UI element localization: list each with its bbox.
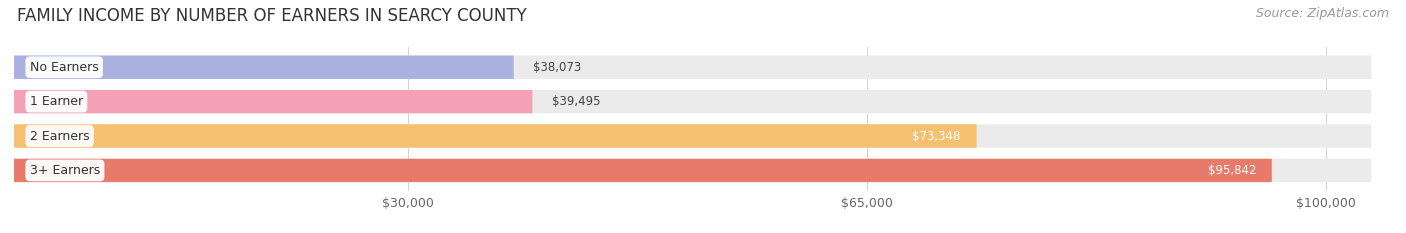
Text: 1 Earner: 1 Earner (30, 95, 83, 108)
FancyBboxPatch shape (14, 90, 533, 113)
Text: $95,842: $95,842 (1208, 164, 1256, 177)
FancyBboxPatch shape (14, 124, 1371, 148)
Text: 2 Earners: 2 Earners (30, 130, 90, 143)
Text: $73,348: $73,348 (912, 130, 960, 143)
Text: $39,495: $39,495 (553, 95, 600, 108)
FancyBboxPatch shape (14, 90, 1371, 113)
Text: 3+ Earners: 3+ Earners (30, 164, 100, 177)
FancyBboxPatch shape (14, 55, 513, 79)
FancyBboxPatch shape (14, 124, 977, 148)
FancyBboxPatch shape (14, 55, 1371, 79)
Text: FAMILY INCOME BY NUMBER OF EARNERS IN SEARCY COUNTY: FAMILY INCOME BY NUMBER OF EARNERS IN SE… (17, 7, 527, 25)
FancyBboxPatch shape (14, 159, 1272, 182)
Text: Source: ZipAtlas.com: Source: ZipAtlas.com (1256, 7, 1389, 20)
Text: No Earners: No Earners (30, 61, 98, 74)
Text: $38,073: $38,073 (533, 61, 582, 74)
FancyBboxPatch shape (14, 159, 1371, 182)
